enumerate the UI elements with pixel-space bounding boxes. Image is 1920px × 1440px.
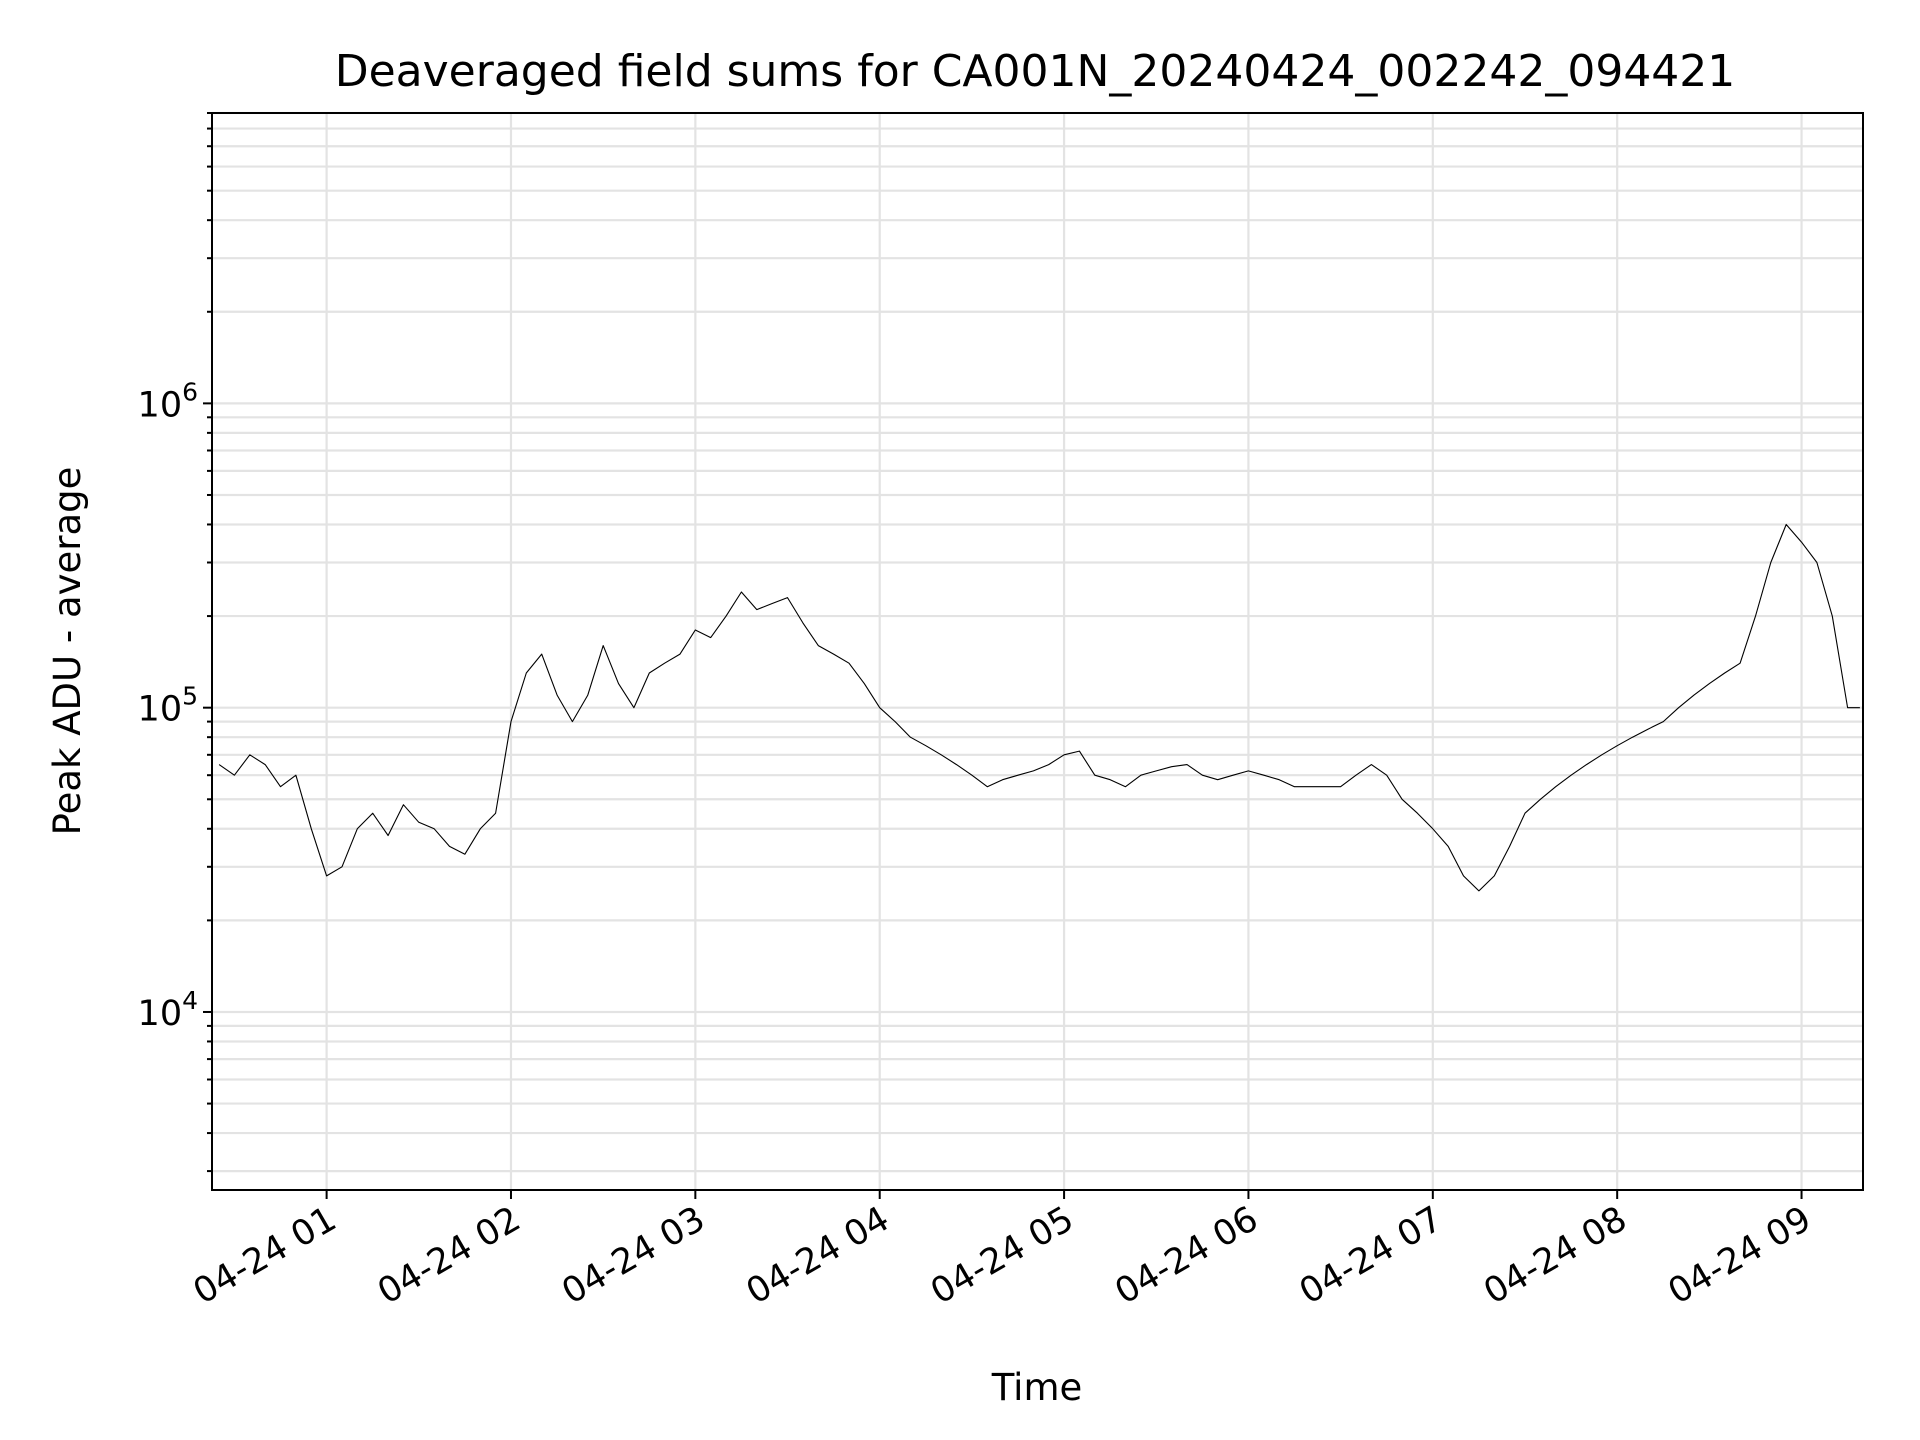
series-line <box>218 523 1860 892</box>
x-tick-label: 04-24 08 <box>1477 1199 1633 1312</box>
x-axis-ticks: 04-24 01 04-24 02 04-24 03 04-24 04 04-24 05… <box>187 1190 1818 1312</box>
x-tick-label: 04-24 05 <box>924 1199 1080 1312</box>
y-tick-label: 105 <box>138 682 198 730</box>
y-axis-label: Peak ADU - average <box>46 467 89 836</box>
x-tick-label: 04-24 06 <box>1109 1199 1265 1312</box>
x-tick-label: 04-24 04 <box>740 1199 896 1312</box>
x-tick-label: 04-24 09 <box>1662 1199 1818 1312</box>
plot-frame <box>211 112 1864 1191</box>
chart-title: Deaveraged field sums for CA001N_2024042… <box>335 46 1736 97</box>
y-axis-ticks: 104 105 106 <box>138 112 212 1173</box>
major-gridlines <box>212 113 1863 1190</box>
minor-gridlines <box>212 111 1863 1173</box>
x-tick-label: 04-24 01 <box>187 1199 343 1312</box>
x-tick-label: 04-24 02 <box>371 1199 527 1312</box>
x-axis-label: Time <box>991 1366 1083 1409</box>
y-tick-label: 106 <box>138 377 198 425</box>
x-tick-label: 04-24 07 <box>1293 1199 1449 1312</box>
x-tick-label: 04-24 03 <box>556 1199 712 1312</box>
y-tick-label: 104 <box>138 986 198 1034</box>
